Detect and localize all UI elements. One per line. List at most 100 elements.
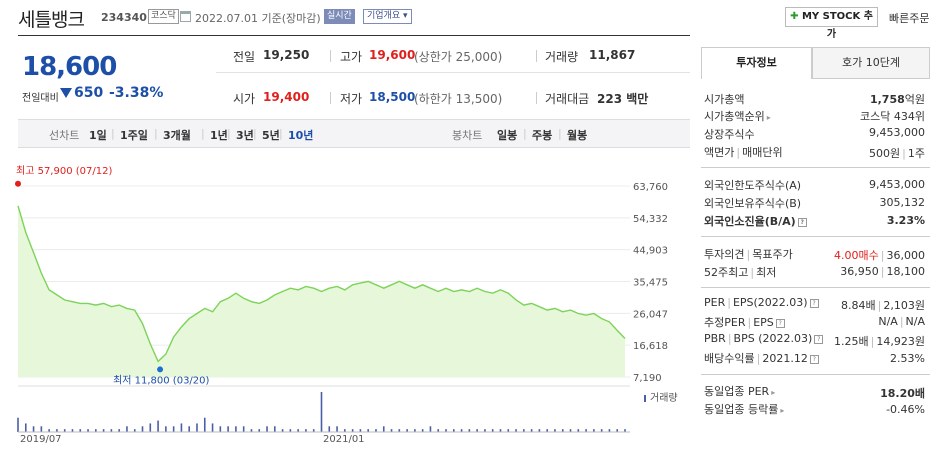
per-eps-value: 8.84배 | 2,103원 (841, 297, 925, 313)
volume-bar (32, 426, 35, 432)
period-3m[interactable]: 3개월 (163, 129, 191, 142)
period-1y[interactable]: 1년 (210, 129, 228, 142)
w52-label: 52주최고 | 최저 (704, 264, 776, 280)
my-stock-label: MY STOCK 추가 (801, 11, 873, 40)
high-marker (15, 180, 21, 187)
quick-order-link[interactable]: 빠른주문 (889, 12, 930, 25)
volume-bar (196, 423, 198, 432)
separator: | (111, 127, 115, 140)
industry-change-label[interactable]: 동일업종 등락률 ▸ (704, 401, 784, 417)
target-text: 목표주가 (752, 248, 793, 261)
volume-bar (351, 429, 354, 432)
volume-bar (188, 426, 191, 432)
separator: | (880, 249, 885, 262)
volume-bar (336, 426, 338, 432)
pbr-bps-value: 1.25배 | 14,923원 (834, 333, 925, 349)
est-per-value: N/A (878, 315, 898, 328)
volume-bar (414, 429, 416, 432)
market-cap-number: 1,758 (869, 93, 905, 106)
volume-bar (585, 429, 587, 432)
realtime-button[interactable]: 실시간 (324, 9, 355, 24)
change-amount: 650 (74, 85, 104, 101)
volume-bar (445, 429, 447, 432)
prev-close-label: 전일 (233, 50, 256, 64)
period-1w[interactable]: 1주일 (120, 129, 148, 142)
separator: | (154, 127, 158, 140)
panel-divider (701, 374, 930, 375)
tab-investment-info[interactable]: 투자정보 (701, 47, 812, 79)
volume-bar (616, 429, 619, 432)
market-cap-label: 시가총액 (704, 93, 745, 106)
y-tick: 35,475 (633, 278, 668, 289)
help-icon[interactable]: ? (814, 335, 824, 344)
separator: | (880, 265, 885, 278)
volume-legend: 거래량 (650, 392, 678, 404)
period-1d[interactable]: 1일 (89, 129, 107, 142)
help-icon[interactable]: ? (797, 218, 807, 227)
x-tick: 2021/01 (323, 434, 365, 445)
tab-quote-10[interactable]: 호가 10단계 (812, 47, 930, 79)
volume-bar (87, 429, 89, 432)
separator: | (899, 315, 904, 328)
volume-bar (180, 423, 183, 432)
corp-overview-label: 기업개요 (367, 11, 401, 21)
candle-daily[interactable]: 일봉 (497, 129, 518, 142)
industry-per-text: 동일업종 PER (704, 385, 770, 398)
corp-overview-dropdown[interactable]: 기업개요 ▾ (363, 9, 412, 24)
change-label: 전일대비 (22, 93, 59, 104)
y-tick: 16,618 (633, 341, 668, 352)
period-5y[interactable]: 5년 (262, 129, 280, 142)
volume-bar (406, 429, 408, 432)
help-icon[interactable]: ? (809, 299, 819, 308)
industry-per-label[interactable]: 동일업종 PER ▸ (704, 383, 775, 399)
opinion-rating: 4.00매수 (834, 249, 879, 262)
volume-bar (274, 426, 276, 432)
volume-bar (110, 429, 113, 432)
volume-bar (219, 426, 222, 432)
panel-divider (701, 167, 930, 168)
period-10y[interactable]: 10년 (288, 129, 314, 142)
line-chart-label: 선차트 (49, 129, 80, 142)
opinion-label: 투자의견 | 목표주가 (704, 246, 793, 262)
volume-bar (608, 429, 611, 432)
volume-bar (203, 417, 206, 432)
volume-bar (118, 429, 120, 432)
y-tick: 44,903 (633, 246, 668, 257)
volume-bar (157, 420, 159, 432)
help-icon[interactable]: ? (775, 319, 785, 328)
high-label: 고가 (340, 50, 363, 64)
my-stock-add-button[interactable]: ✚ MY STOCK 추가 (785, 7, 878, 40)
price-line (17, 205, 626, 363)
foreign-limit-label: 외국인한도주식수(A) (704, 179, 802, 192)
period-3y[interactable]: 3년 (236, 129, 254, 142)
volume-bar (281, 429, 284, 432)
price-chart[interactable]: 63,760 54,332 44,903 35,475 26,047 16,618 7,19… (0, 150, 690, 458)
foreign-hold-label: 외국인보유주식수(B) (704, 197, 802, 210)
candle-monthly[interactable]: 월봉 (567, 129, 588, 142)
volume-bar (56, 429, 58, 432)
volume-bar (561, 429, 564, 432)
low-marker (157, 366, 164, 373)
help-icon[interactable]: ? (809, 355, 819, 364)
w52-low-value: 18,100 (886, 265, 926, 278)
est-eps-value: N/A (905, 315, 925, 328)
market-cap-rank-label[interactable]: 시가총액순위 ▸ (704, 108, 771, 124)
separator: | (523, 127, 527, 140)
change-value: 650 (60, 85, 103, 101)
target-price: 36,000 (886, 249, 926, 262)
volume-bar (165, 426, 167, 432)
volume-bar (523, 429, 525, 432)
stock-code: 234340 (101, 11, 147, 24)
volume-bar (600, 429, 603, 432)
volume-bar (312, 429, 315, 432)
volume-bar (554, 429, 556, 432)
bps-value: 14,923원 (876, 335, 925, 348)
candle-weekly[interactable]: 주봉 (532, 129, 553, 142)
x-tick: 2019/07 (20, 434, 62, 445)
est-per-eps-label: 추정PER | EPS? (704, 314, 785, 330)
pbr-text: PBR (704, 332, 726, 345)
volume-legend-swatch (644, 395, 646, 402)
unit-text: 매매단위 (742, 146, 783, 159)
volume-bar (48, 429, 50, 432)
market-cap-value: 1,758억원 (870, 91, 925, 107)
